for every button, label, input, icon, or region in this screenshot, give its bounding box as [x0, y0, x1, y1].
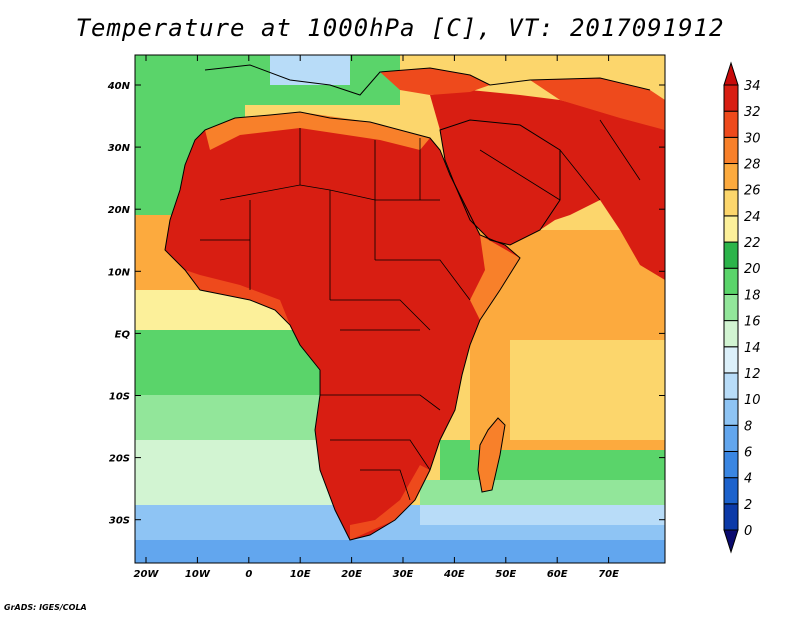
- lat-label: EQ: [115, 329, 131, 340]
- africa-coastline: [164, 111, 521, 541]
- colorbar-swatch: [723, 477, 739, 505]
- colorbar-swatch: [723, 215, 739, 243]
- africa-land-field: [165, 112, 520, 540]
- lat-label: 40N: [107, 81, 131, 92]
- south-africa-rim: [350, 465, 430, 540]
- colorbar-under-triangle: [723, 529, 739, 554]
- colorbar-label: 16: [744, 315, 761, 330]
- colorbar-label: 34: [744, 79, 761, 94]
- colorbar-swatch: [723, 346, 739, 374]
- colorbar-swatch: [723, 163, 739, 191]
- lon-label: 50E: [495, 569, 516, 580]
- anatolia-land-field: [380, 68, 490, 95]
- lon-label: 20E: [341, 569, 362, 580]
- colorbar-swatch: [723, 503, 739, 531]
- lon-label: 70E: [598, 569, 619, 580]
- lon-label: 10E: [290, 569, 311, 580]
- colorbar-label: 14: [744, 341, 761, 356]
- lon-label: 30E: [393, 569, 414, 580]
- map-title: Temperature at 1000hPa [C], VT: 20170919…: [75, 14, 725, 42]
- country-borders: [200, 119, 641, 501]
- colorbar-label: 4: [744, 472, 752, 487]
- horn-coast-rim: [470, 235, 520, 320]
- lon-label: 20W: [134, 569, 160, 580]
- mediterranean-north-coast: [204, 64, 651, 96]
- colorbar-swatch: [723, 424, 739, 452]
- iran-land-field: [530, 78, 665, 130]
- lat-label: 30N: [108, 143, 131, 154]
- arabia-land-field: [430, 90, 665, 280]
- colorbar-swatch: [723, 189, 739, 217]
- lat-label: 10N: [108, 267, 131, 278]
- colorbar-swatch: [723, 267, 739, 295]
- madagascar-coastline: [477, 417, 506, 493]
- colorbar-swatch: [723, 293, 739, 322]
- colorbar-swatch: [723, 398, 739, 426]
- colorbar-label: 8: [744, 419, 752, 434]
- lon-label: 60E: [547, 569, 568, 580]
- temperature-field: [135, 55, 665, 563]
- lon-label: 0: [245, 569, 252, 580]
- colorbar-swatch: [723, 450, 739, 479]
- lon-label: 40E: [443, 569, 465, 580]
- lat-label: 30S: [109, 516, 130, 527]
- coastlines-and-borders: [164, 64, 651, 541]
- colorbar-label: 28: [744, 158, 761, 173]
- lon-label: 10W: [185, 569, 211, 580]
- colorbar-label: 26: [744, 184, 761, 199]
- colorbar-label: 12: [744, 367, 761, 382]
- latitude-axis: 40N 30N 20N 10N EQ 10S 20S 30S: [107, 81, 665, 527]
- colorbar-swatch: [723, 84, 739, 112]
- colorbar-swatch: [723, 372, 739, 400]
- colorbar-swatch: [723, 136, 739, 165]
- longitude-axis: 20W 10W 0 10E 20E 30E 40E 50E 60E 70E: [134, 55, 619, 580]
- lat-label: 20S: [109, 454, 130, 465]
- colorbar-label: 6: [744, 445, 752, 460]
- colorbar-label: 24: [744, 210, 761, 225]
- colorbar-label: 18: [744, 288, 761, 303]
- colorbar-over-triangle: [723, 61, 739, 86]
- colorbar-label: 32: [744, 105, 761, 120]
- grads-credit: GrADS: IGES/COLA: [4, 603, 87, 612]
- colorbar-label: 10: [744, 393, 761, 408]
- colorbar-swatch: [723, 110, 739, 138]
- colorbar-swatch: [723, 241, 739, 269]
- colorbar-label: 0: [744, 524, 752, 539]
- lat-label: 10S: [109, 392, 130, 403]
- colorbar-label: 2: [744, 498, 752, 513]
- arabia-coastline: [439, 119, 561, 246]
- colorbar-label: 30: [744, 131, 761, 146]
- colorbar-swatch: [723, 320, 739, 348]
- lat-label: 20N: [108, 205, 131, 216]
- sahara-north-rim: [205, 112, 430, 150]
- colorbar-label: 22: [744, 236, 761, 251]
- plot-frame: [134, 54, 666, 564]
- colorbar-label: 20: [744, 262, 761, 277]
